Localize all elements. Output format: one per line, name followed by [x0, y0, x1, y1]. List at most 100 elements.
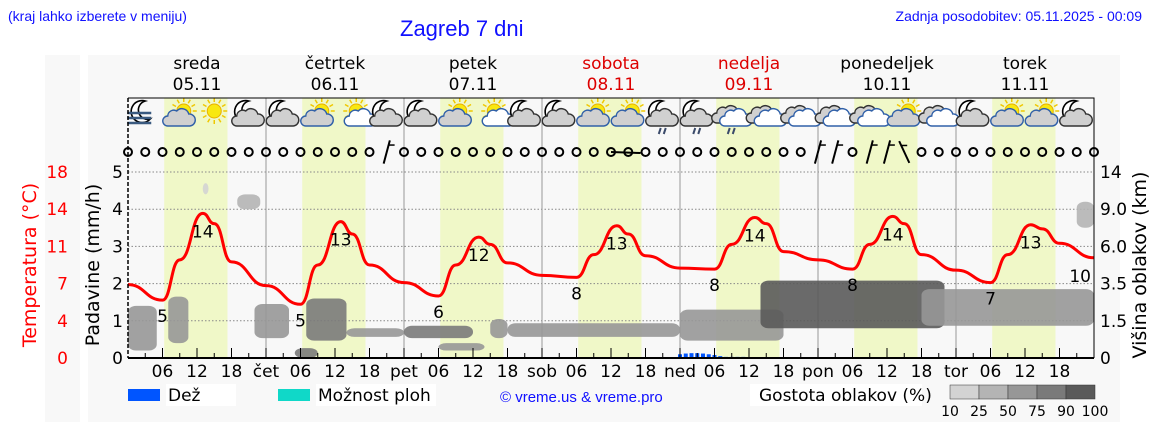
- sun-ray: [218, 118, 222, 123]
- wind-calm-marker: [606, 147, 616, 157]
- cloud-shape: [990, 108, 1024, 127]
- wind-calm-marker: [933, 147, 944, 157]
- cloud-height-tick-label: 1.5: [1100, 312, 1127, 332]
- density-level-label: 75: [1028, 404, 1046, 420]
- wind-calm-marker: [761, 147, 772, 157]
- sun-ray: [605, 103, 610, 108]
- rain-bar: [706, 354, 711, 358]
- sun-ray: [639, 103, 644, 108]
- wind-calm-marker: [968, 147, 979, 157]
- cloud-shape: [403, 108, 438, 127]
- temperature-label: 8: [847, 276, 858, 296]
- density-swatch: [1036, 384, 1067, 400]
- sun-ray: [221, 103, 226, 108]
- cloud-layer: [128, 305, 157, 351]
- cloud-layer: [254, 304, 289, 339]
- rain-swatch: [128, 389, 160, 401]
- sun-ray: [221, 114, 226, 119]
- sun-ray: [349, 99, 353, 104]
- clouds-icon: [814, 105, 857, 127]
- rain-bar: [683, 353, 688, 358]
- day-date: 07.11: [449, 75, 498, 95]
- wind-calm-marker: [640, 147, 651, 157]
- wind-calm-marker: [468, 147, 478, 157]
- precip-tick-label: 4: [112, 200, 123, 220]
- wind-calm-marker: [795, 147, 806, 157]
- cloud-layer: [294, 348, 318, 358]
- x-tick-label: 12: [600, 362, 622, 382]
- wind-calm-marker: [778, 147, 789, 157]
- cloud-height-tick-label: 3.5: [1100, 275, 1127, 295]
- credit-link[interactable]: © vreme.us & vreme.pro: [500, 389, 663, 406]
- moon-cloud-icon: [541, 99, 576, 127]
- cloud-density-title: Gostota oblakov (%): [759, 386, 932, 406]
- temp-tick-label: 4: [57, 312, 68, 332]
- sun-ray: [207, 118, 211, 123]
- cloud-shape: [300, 108, 334, 127]
- temperature-label: 13: [1020, 234, 1042, 254]
- temperature-label: 10: [1069, 267, 1091, 287]
- legend-bg: [166, 384, 236, 406]
- clouds-icon: [745, 105, 788, 127]
- day-date: 08.11: [587, 75, 636, 95]
- density-swatch: [949, 384, 980, 400]
- day-name: sreda: [173, 54, 220, 74]
- wind-calm-marker: [519, 147, 530, 157]
- wind-calm-marker: [847, 147, 858, 157]
- x-tick-label: 12: [324, 362, 346, 382]
- temperature-label: 14: [192, 222, 214, 242]
- density-swatch: [978, 384, 1009, 400]
- wind-barb: [898, 140, 911, 164]
- sun-small-cloud-icon: [343, 98, 378, 127]
- wind-calm-marker: [554, 147, 565, 157]
- wind-calm-marker: [157, 147, 168, 157]
- cloud-layer: [680, 309, 784, 341]
- sun-ray: [1039, 99, 1043, 104]
- x-tick-label: 18: [635, 362, 657, 382]
- temperature-label: 8: [571, 284, 582, 304]
- wind-calm-marker: [951, 147, 961, 157]
- sun-ray: [363, 103, 368, 108]
- sun-ray: [463, 99, 467, 104]
- clouds-icon: [780, 105, 822, 127]
- sun-ray: [636, 99, 640, 104]
- wind-calm-marker: [399, 147, 409, 157]
- x-tick-label: 06: [842, 362, 864, 382]
- wind-calm-marker: [243, 147, 254, 157]
- precip-tick-label: 1: [112, 312, 123, 332]
- moon-fog-icon: [127, 99, 153, 125]
- sun-ray: [467, 103, 472, 108]
- wind-calm-marker: [1002, 147, 1013, 157]
- cloud-height-tick-label: 14: [1100, 163, 1122, 183]
- wind-calm-marker: [261, 147, 271, 157]
- menu-hint[interactable]: (kraj lahko izberete v meniju): [8, 8, 187, 24]
- x-tick-label: 06: [980, 362, 1002, 382]
- sun-ray: [314, 99, 318, 104]
- wind-calm-marker: [416, 147, 427, 157]
- wind-calm-marker: [295, 147, 306, 157]
- wind-calm-marker: [588, 147, 599, 157]
- sun-ray: [501, 103, 506, 108]
- legend-rain: Dež: [168, 386, 201, 406]
- sun-ray: [1053, 103, 1058, 108]
- x-tick-label: 06: [290, 362, 312, 382]
- temperature-label: 5: [157, 307, 168, 327]
- moon-cloud-icon: [1059, 99, 1093, 127]
- cloud-shape: [576, 108, 610, 127]
- wind-barb: [882, 140, 892, 164]
- sun-ray: [360, 99, 364, 104]
- sun-ray: [218, 99, 222, 104]
- cloud-height-tick-label: 0: [1100, 349, 1111, 369]
- sun-cloud-icon: [576, 98, 611, 127]
- legend-bg: [750, 384, 922, 406]
- cloud-layer: [490, 318, 508, 339]
- day-name: četrtek: [305, 54, 366, 74]
- cloud-shape: [1059, 108, 1093, 127]
- legend-bg: [316, 384, 436, 406]
- sun-ray: [329, 103, 334, 108]
- sun-ray: [896, 103, 901, 108]
- cloud-shape: [265, 108, 300, 127]
- wind-barb: [865, 140, 874, 164]
- sun-small-cloud-icon: [481, 98, 516, 127]
